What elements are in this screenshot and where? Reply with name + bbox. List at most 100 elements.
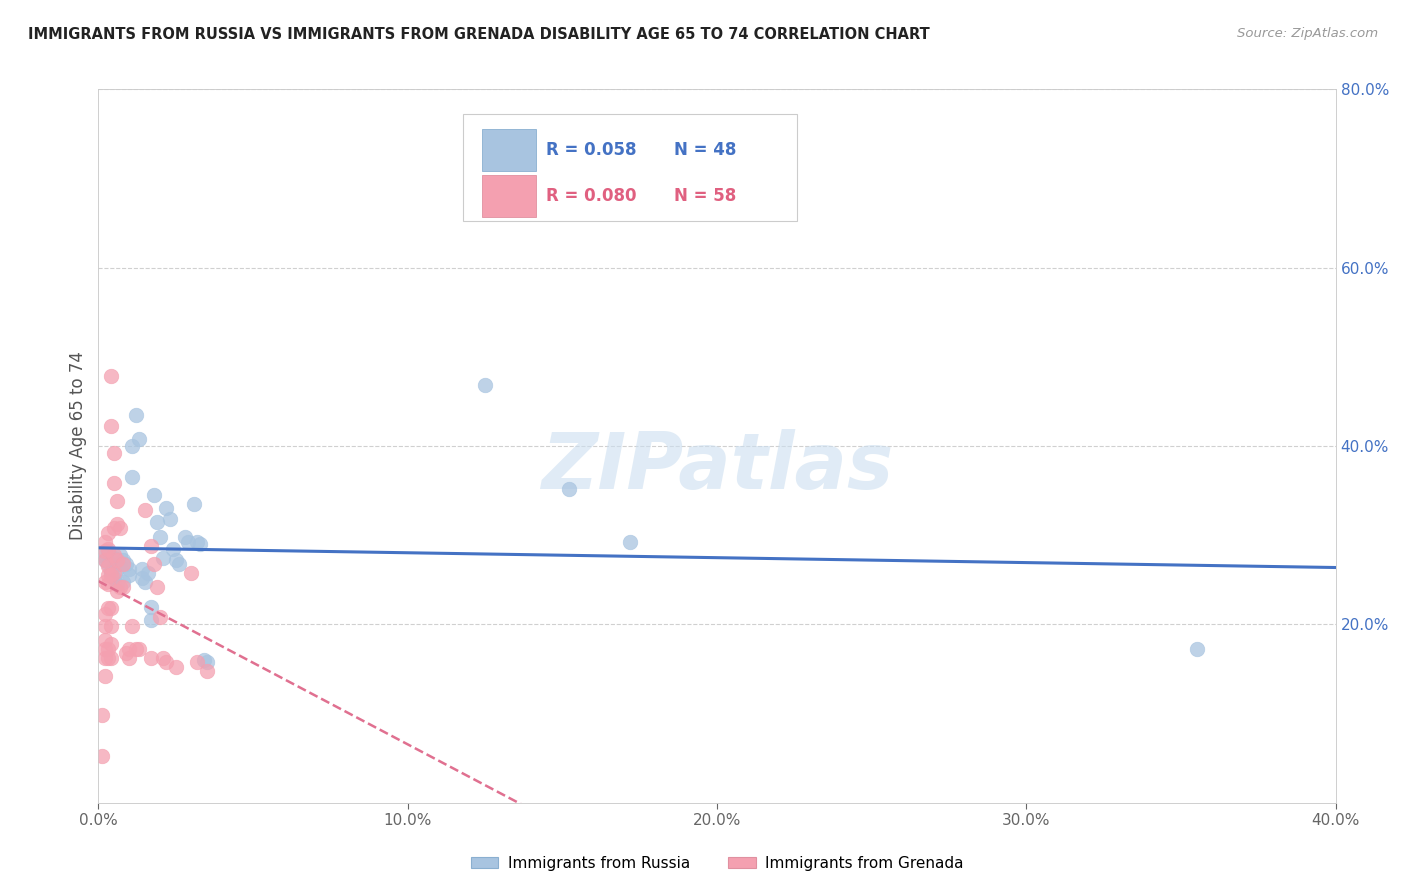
- Point: [103, 521, 125, 535]
- Point: [100, 651, 122, 665]
- Point: [174, 530, 197, 544]
- Point: [90, 708, 112, 723]
- FancyBboxPatch shape: [482, 175, 537, 217]
- Point: [93, 651, 115, 665]
- Point: [112, 553, 135, 567]
- Point: [105, 494, 128, 508]
- Point: [97, 557, 120, 571]
- Point: [100, 568, 122, 582]
- Point: [195, 664, 218, 678]
- Text: R = 0.080: R = 0.080: [547, 186, 637, 204]
- Point: [190, 537, 212, 551]
- Point: [139, 539, 162, 553]
- Point: [100, 619, 122, 633]
- Point: [134, 574, 156, 589]
- Point: [100, 637, 122, 651]
- FancyBboxPatch shape: [482, 128, 537, 170]
- Point: [97, 541, 120, 556]
- Point: [93, 544, 115, 558]
- Point: [136, 566, 159, 580]
- Text: ZIPatlas: ZIPatlas: [541, 429, 893, 506]
- Point: [186, 535, 208, 549]
- Point: [93, 574, 115, 589]
- Point: [152, 550, 174, 565]
- Point: [108, 580, 131, 594]
- Text: IMMIGRANTS FROM RUSSIA VS IMMIGRANTS FROM GRENADA DISABILITY AGE 65 TO 74 CORREL: IMMIGRANTS FROM RUSSIA VS IMMIGRANTS FRO…: [28, 27, 929, 42]
- Point: [93, 535, 115, 549]
- Point: [128, 432, 150, 446]
- Point: [93, 633, 115, 648]
- Point: [124, 408, 146, 422]
- Point: [93, 619, 115, 633]
- Point: [115, 557, 138, 571]
- Point: [557, 482, 579, 496]
- Point: [112, 580, 135, 594]
- Point: [105, 583, 128, 598]
- Text: Source: ZipAtlas.com: Source: ZipAtlas.com: [1237, 27, 1378, 40]
- Point: [115, 646, 138, 660]
- Point: [149, 610, 172, 624]
- Text: N = 48: N = 48: [673, 141, 737, 159]
- Point: [143, 488, 166, 502]
- Point: [1185, 642, 1208, 657]
- Point: [97, 568, 120, 582]
- Point: [103, 557, 125, 571]
- Point: [108, 521, 131, 535]
- Point: [93, 642, 115, 657]
- Point: [112, 574, 135, 589]
- Point: [139, 613, 162, 627]
- Point: [146, 580, 169, 594]
- Point: [146, 515, 169, 529]
- Point: [97, 559, 120, 574]
- Point: [121, 470, 143, 484]
- Point: [90, 548, 112, 562]
- Point: [195, 655, 218, 669]
- Point: [121, 439, 143, 453]
- FancyBboxPatch shape: [464, 114, 797, 221]
- Point: [134, 503, 156, 517]
- Point: [97, 601, 120, 615]
- Point: [97, 642, 120, 657]
- Point: [93, 607, 115, 621]
- Point: [100, 566, 122, 580]
- Point: [128, 642, 150, 657]
- Point: [186, 655, 208, 669]
- Point: [103, 548, 125, 562]
- Point: [100, 601, 122, 615]
- Point: [193, 653, 215, 667]
- Point: [139, 651, 162, 665]
- Point: [159, 512, 181, 526]
- Point: [131, 571, 153, 585]
- Point: [177, 535, 200, 549]
- Legend: Immigrants from Russia, Immigrants from Grenada: Immigrants from Russia, Immigrants from …: [465, 850, 969, 877]
- Point: [103, 566, 125, 580]
- Point: [155, 655, 177, 669]
- Point: [105, 577, 128, 591]
- Point: [103, 571, 125, 585]
- Point: [100, 564, 122, 578]
- Point: [474, 378, 496, 392]
- Point: [112, 557, 135, 571]
- Point: [124, 642, 146, 657]
- Point: [149, 530, 172, 544]
- Point: [121, 619, 143, 633]
- Point: [108, 548, 131, 562]
- Point: [103, 476, 125, 491]
- Point: [97, 577, 120, 591]
- Point: [143, 557, 166, 571]
- Point: [93, 669, 115, 683]
- Point: [93, 553, 115, 567]
- Point: [100, 369, 122, 384]
- Point: [118, 568, 141, 582]
- Point: [90, 749, 112, 764]
- Point: [105, 553, 128, 567]
- Point: [162, 541, 184, 556]
- Point: [131, 562, 153, 576]
- Point: [105, 562, 128, 576]
- Point: [180, 566, 202, 580]
- Point: [100, 419, 122, 434]
- Point: [183, 497, 205, 511]
- Point: [108, 557, 131, 571]
- Point: [103, 550, 125, 565]
- Point: [619, 535, 641, 549]
